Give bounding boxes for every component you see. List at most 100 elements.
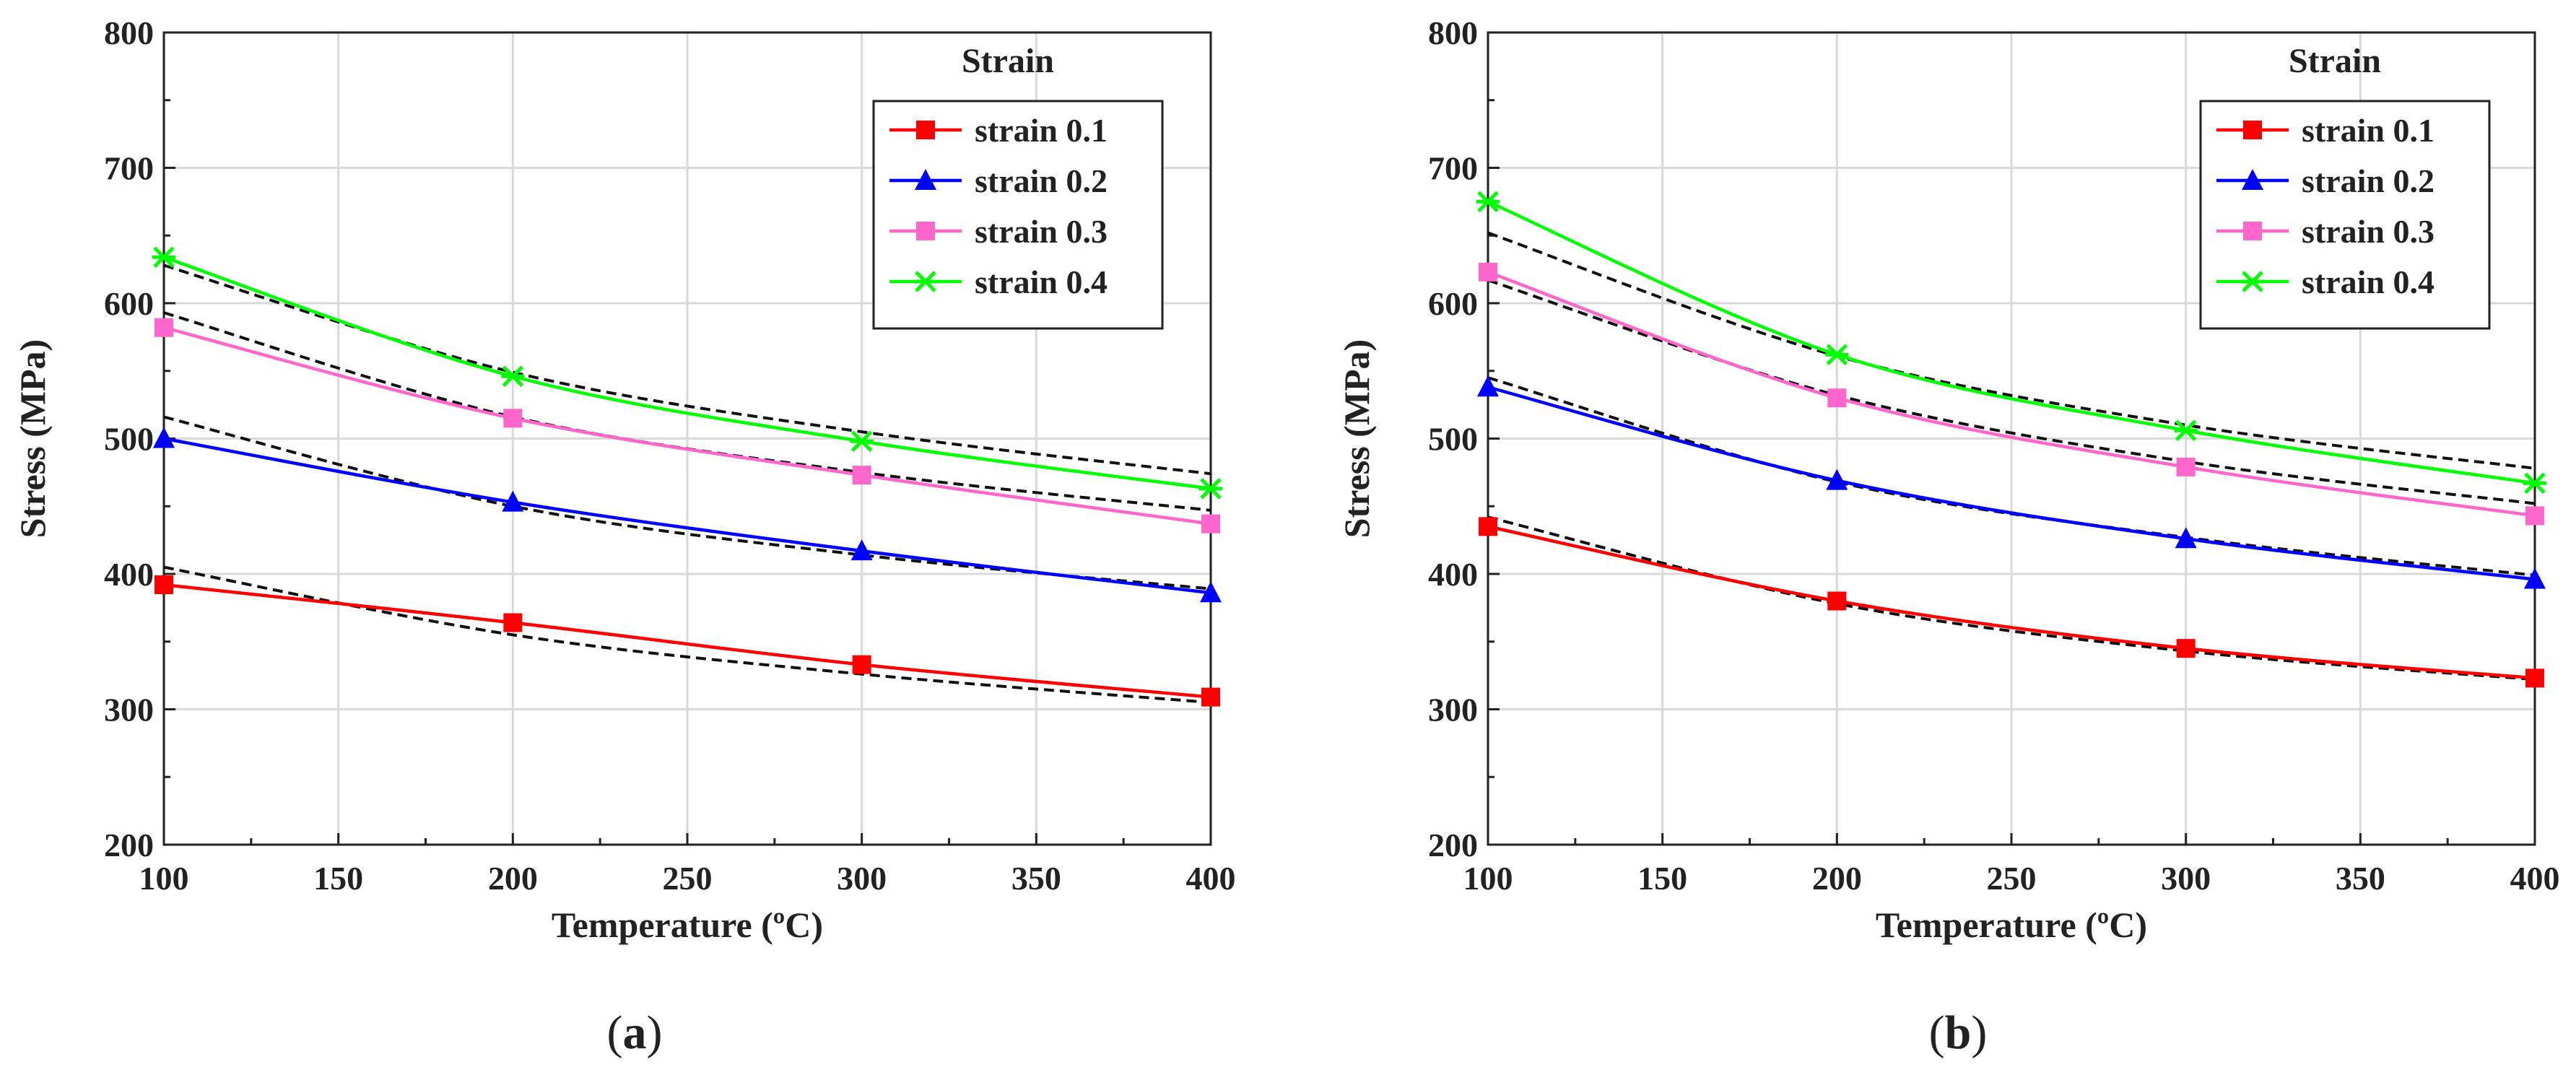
data-point xyxy=(1201,687,1220,707)
panel-letter: b xyxy=(1945,1006,1972,1059)
y-tick-label: 400 xyxy=(104,556,154,593)
data-line xyxy=(163,437,1211,595)
data-point xyxy=(1826,469,1848,490)
data-point xyxy=(503,409,523,428)
y-tick-label: 800 xyxy=(1428,14,1478,51)
data-point xyxy=(503,613,523,632)
data-point xyxy=(153,427,175,448)
data-line xyxy=(163,326,1211,526)
y-tick-label: 300 xyxy=(1428,692,1478,728)
x-tick-label: 200 xyxy=(1812,860,1862,897)
legend-marker xyxy=(915,169,936,190)
series-strain-03 xyxy=(1479,262,2544,526)
legend-label: strain 0.4 xyxy=(2302,264,2434,300)
data-point xyxy=(1827,591,1847,611)
panel-letter: a xyxy=(623,1006,647,1059)
data-point xyxy=(2174,419,2198,442)
series-strain-04 xyxy=(1476,191,2546,495)
fit-curve xyxy=(1487,231,2536,470)
data-point xyxy=(2176,457,2196,476)
legend-label: strain 0.2 xyxy=(975,162,1108,199)
y-tick-label: 200 xyxy=(104,827,154,863)
chart-panel-a: 100 150 200 250 300 350 400 200 300 400 500 600 700 8… xyxy=(12,14,1236,1059)
data-point xyxy=(1201,514,1220,534)
data-line xyxy=(163,256,1211,491)
data-line xyxy=(1487,200,2536,485)
data-point xyxy=(1827,388,1847,408)
fit-curve xyxy=(1487,279,2536,505)
y-tick-label: 800 xyxy=(104,14,154,51)
legend-marker xyxy=(916,222,935,240)
legend-label: strain 0.4 xyxy=(975,264,1108,300)
x-tick-label: 400 xyxy=(2510,860,2560,897)
series-strain-02 xyxy=(153,415,1222,603)
data-point xyxy=(2523,472,2546,495)
data-line xyxy=(163,583,1211,699)
legend-marker xyxy=(916,121,935,139)
y-axis-title: Stress (MPa) xyxy=(12,339,53,538)
data-point xyxy=(1825,344,1849,366)
data-point xyxy=(1479,262,1497,282)
x-axis-title: Temperature (ºC) xyxy=(1876,905,2147,945)
fit-curve xyxy=(1487,515,2536,681)
legend-marker xyxy=(2243,222,2262,240)
series-strain-02 xyxy=(1477,375,2546,589)
legend-item: strain 0.3 xyxy=(889,213,1108,250)
data-point xyxy=(1200,581,1222,603)
series-strain-04 xyxy=(152,246,1222,500)
x-tick-label: 200 xyxy=(488,860,538,897)
series-strain-01 xyxy=(1479,515,2544,688)
panel-label: (a) xyxy=(607,1006,663,1059)
data-line xyxy=(1487,525,2536,680)
panel-label: (b) xyxy=(1929,1006,1988,1059)
legend: Strain strain 0.1 strain 0.2 strain 0.3 stra… xyxy=(872,42,1164,330)
legend-title: Strain xyxy=(962,42,1054,80)
legend-marker xyxy=(2241,271,2264,292)
legend-label: strain 0.1 xyxy=(2302,112,2434,149)
legend-marker xyxy=(2243,121,2262,139)
y-tick-label: 300 xyxy=(104,692,154,728)
y-tick-label: 700 xyxy=(1428,150,1478,187)
x-tick-label: 100 xyxy=(1463,860,1513,897)
legend-label: strain 0.2 xyxy=(2302,162,2434,199)
x-tick-label: 350 xyxy=(1011,860,1061,897)
legend-item: strain 0.4 xyxy=(2216,264,2434,300)
legend-item: strain 0.1 xyxy=(889,112,1108,149)
data-point xyxy=(155,575,173,594)
data-point xyxy=(152,246,175,269)
data-point xyxy=(1479,517,1497,536)
y-axis-title: Stress (MPa) xyxy=(1336,339,1377,538)
data-point xyxy=(1476,191,1500,213)
data-point xyxy=(2175,527,2197,549)
data-point xyxy=(501,365,525,388)
legend-label: strain 0.3 xyxy=(975,213,1108,250)
y-tick-label: 600 xyxy=(1428,285,1478,322)
x-tick-label: 150 xyxy=(313,860,363,897)
legend-item: strain 0.2 xyxy=(889,162,1108,199)
data-point xyxy=(850,430,874,453)
legend-item: strain 0.4 xyxy=(889,264,1108,300)
x-tick-label: 300 xyxy=(2161,860,2211,897)
legend-label: strain 0.3 xyxy=(2302,213,2434,250)
series-strain-03 xyxy=(155,311,1220,534)
legend-item: strain 0.1 xyxy=(2216,112,2434,149)
data-point xyxy=(2525,669,2544,688)
data-point xyxy=(1199,478,1222,500)
legend: Strain strain 0.1 strain 0.2 strain 0.3 stra… xyxy=(2199,42,2491,330)
legend-item: strain 0.2 xyxy=(2216,162,2434,199)
x-axis-title: Temperature (ºC) xyxy=(552,905,823,945)
chart-panel-b: 100 150 200 250 300 350 400 200 300 400 500 600 700 8… xyxy=(1336,14,2560,1059)
data-point xyxy=(850,539,873,561)
x-tick-label: 250 xyxy=(663,860,713,897)
x-tick-label: 350 xyxy=(2336,860,2385,897)
data-line xyxy=(1487,270,2536,518)
fit-curve xyxy=(163,264,1211,476)
fit-curve xyxy=(163,565,1211,705)
x-tick-label: 300 xyxy=(837,860,887,897)
legend-label: strain 0.1 xyxy=(975,112,1108,149)
series-strain-01 xyxy=(155,565,1220,707)
data-line xyxy=(1487,386,2536,581)
legend-marker xyxy=(914,271,937,292)
x-tick-label: 100 xyxy=(139,860,189,897)
legend-item: strain 0.3 xyxy=(2216,213,2434,250)
